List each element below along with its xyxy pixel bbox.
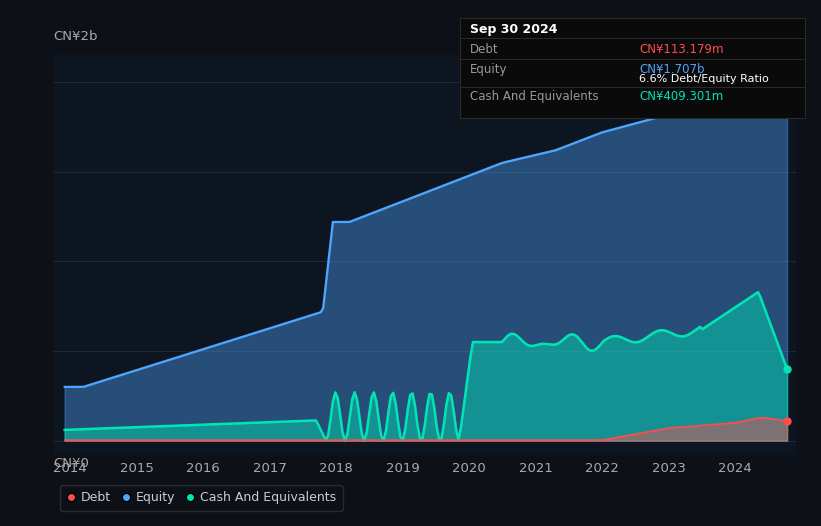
Point — [781, 365, 794, 373]
Text: Sep 30 2024: Sep 30 2024 — [470, 23, 557, 36]
Text: Debt: Debt — [470, 43, 498, 56]
Legend: Debt, Equity, Cash And Equivalents: Debt, Equity, Cash And Equivalents — [60, 485, 343, 511]
Text: Cash And Equivalents: Cash And Equivalents — [470, 90, 599, 104]
Text: CN¥113.179m: CN¥113.179m — [640, 43, 724, 56]
Text: 6.6% Debt/Equity Ratio: 6.6% Debt/Equity Ratio — [640, 74, 769, 84]
Text: CN¥0: CN¥0 — [53, 457, 89, 470]
Text: CN¥409.301m: CN¥409.301m — [640, 90, 723, 104]
Text: CN¥1.707b: CN¥1.707b — [640, 63, 705, 76]
Text: CN¥2b: CN¥2b — [53, 30, 98, 43]
Point — [781, 417, 794, 425]
Text: Equity: Equity — [470, 63, 507, 76]
Point — [781, 74, 794, 83]
